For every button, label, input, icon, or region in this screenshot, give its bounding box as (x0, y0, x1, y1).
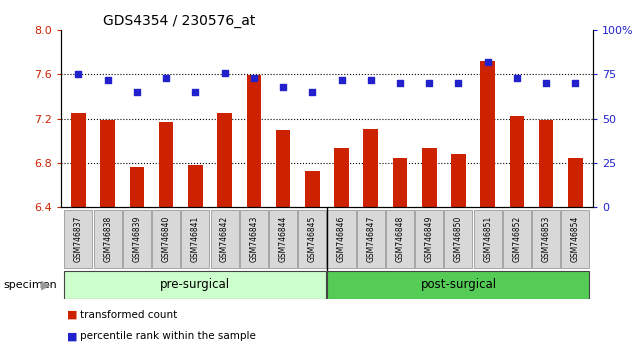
Text: transformed count: transformed count (80, 310, 178, 320)
Text: GDS4354 / 230576_at: GDS4354 / 230576_at (103, 14, 256, 28)
FancyBboxPatch shape (357, 210, 385, 268)
Point (512, 75, 522, 81)
FancyBboxPatch shape (64, 210, 92, 268)
Text: GSM746852: GSM746852 (512, 216, 521, 262)
Text: GSM746846: GSM746846 (337, 216, 346, 263)
FancyBboxPatch shape (562, 210, 590, 268)
Bar (568, 158, 583, 207)
Text: GSM746849: GSM746849 (425, 216, 434, 263)
FancyBboxPatch shape (298, 210, 326, 268)
Point (570, 80, 581, 86)
Point (103, 77, 113, 82)
Bar (393, 158, 407, 207)
Bar (334, 148, 349, 207)
Text: GSM746840: GSM746840 (162, 216, 171, 263)
FancyBboxPatch shape (415, 210, 444, 268)
FancyBboxPatch shape (328, 271, 590, 298)
Text: GSM746842: GSM746842 (220, 216, 229, 262)
FancyBboxPatch shape (181, 210, 210, 268)
Bar (101, 120, 115, 207)
Bar (363, 129, 378, 207)
Text: percentile rank within the sample: percentile rank within the sample (80, 331, 256, 341)
Point (278, 84, 288, 90)
Text: GSM746851: GSM746851 (483, 216, 492, 262)
Bar (188, 165, 203, 207)
FancyBboxPatch shape (64, 271, 326, 298)
Point (365, 77, 376, 82)
Point (424, 80, 435, 86)
Text: GSM746848: GSM746848 (395, 216, 404, 262)
Bar (247, 75, 261, 207)
Text: GSM746853: GSM746853 (542, 216, 551, 263)
Point (249, 75, 259, 81)
FancyBboxPatch shape (503, 210, 531, 268)
Bar (217, 113, 232, 207)
Text: post-surgical: post-surgical (420, 278, 497, 291)
Point (132, 89, 142, 95)
FancyBboxPatch shape (123, 210, 151, 268)
Text: GSM746845: GSM746845 (308, 216, 317, 263)
Point (453, 80, 463, 86)
Point (395, 80, 405, 86)
FancyBboxPatch shape (474, 210, 502, 268)
Bar (451, 154, 466, 207)
Text: GSM746839: GSM746839 (133, 216, 142, 263)
FancyBboxPatch shape (240, 210, 268, 268)
Bar (539, 120, 553, 207)
Bar (422, 148, 437, 207)
Text: GSM746841: GSM746841 (191, 216, 200, 262)
Text: GSM746850: GSM746850 (454, 216, 463, 263)
FancyBboxPatch shape (269, 210, 297, 268)
Bar (305, 171, 320, 207)
FancyBboxPatch shape (210, 210, 238, 268)
Bar (480, 61, 495, 207)
Text: specimen: specimen (3, 280, 57, 290)
Text: GSM746843: GSM746843 (249, 216, 258, 263)
Bar (159, 122, 174, 207)
Point (307, 89, 317, 95)
Point (483, 59, 493, 65)
Bar (129, 167, 144, 207)
Text: GSM746837: GSM746837 (74, 216, 83, 263)
Text: ▶: ▶ (41, 279, 51, 291)
Bar (276, 130, 290, 207)
Text: GSM746844: GSM746844 (279, 216, 288, 263)
FancyBboxPatch shape (532, 210, 560, 268)
Point (541, 80, 551, 86)
FancyBboxPatch shape (386, 210, 414, 268)
Point (73, 72, 83, 77)
Text: pre-surgical: pre-surgical (160, 278, 230, 291)
Text: GSM746854: GSM746854 (571, 216, 580, 263)
FancyBboxPatch shape (444, 210, 472, 268)
Text: ■: ■ (67, 331, 78, 341)
Point (219, 70, 229, 75)
Bar (510, 116, 524, 207)
FancyBboxPatch shape (152, 210, 180, 268)
Point (190, 89, 201, 95)
Text: GSM746847: GSM746847 (366, 216, 375, 263)
Text: ■: ■ (67, 310, 78, 320)
FancyBboxPatch shape (94, 210, 122, 268)
Point (337, 77, 347, 82)
Point (161, 75, 171, 81)
FancyBboxPatch shape (328, 210, 356, 268)
Text: GSM746838: GSM746838 (103, 216, 112, 262)
Bar (71, 113, 86, 207)
